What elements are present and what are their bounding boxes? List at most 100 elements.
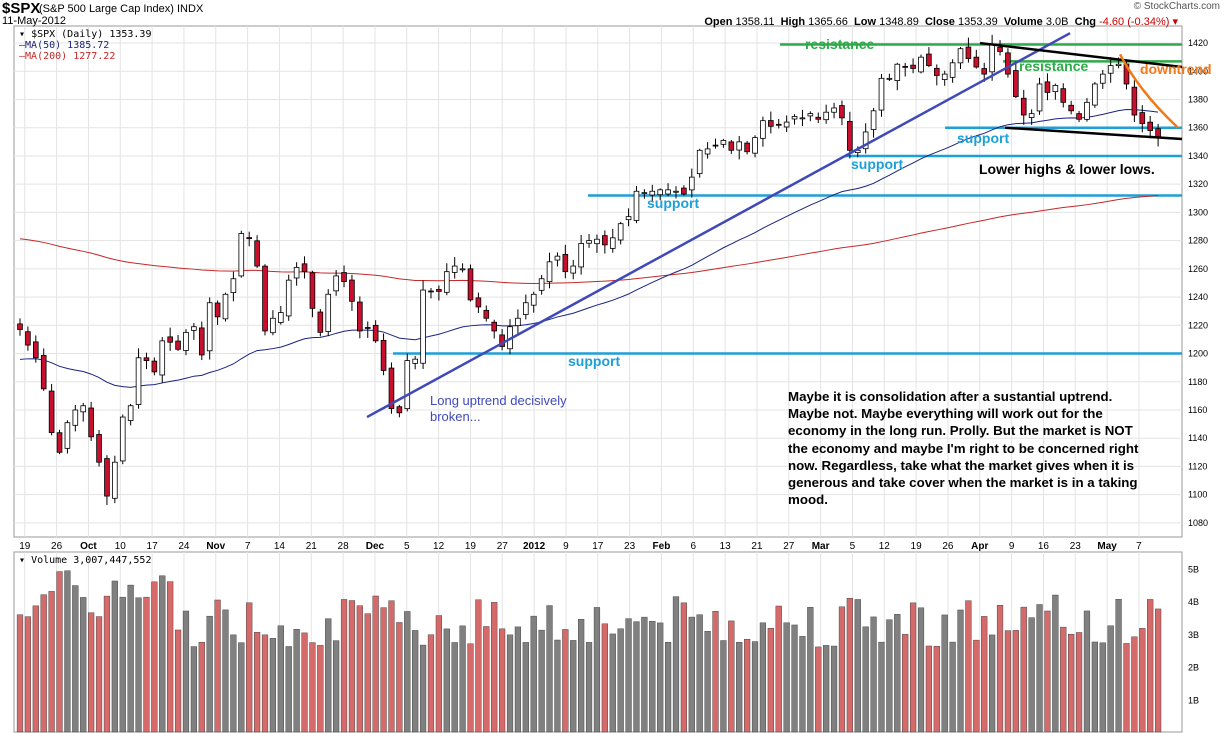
volume-bar (1083, 610, 1091, 733)
volume-bar (1044, 610, 1051, 733)
candles (17, 34, 1161, 505)
price-tick-label: 1380 (1188, 95, 1208, 105)
price-tick-label: 1160 (1188, 405, 1207, 415)
candle-body (459, 268, 466, 271)
candle-body (167, 336, 173, 343)
volume-bars (16, 570, 1162, 733)
candle-body (807, 113, 814, 117)
axes: 1080 1100 1120 1140 1160 1180 1200 1220 1240 1260… (19, 38, 1208, 705)
volume-bar (143, 596, 150, 733)
volume-bar (435, 615, 442, 733)
volume-bar (775, 605, 782, 733)
candle-body (602, 235, 608, 246)
volume-bar (546, 605, 553, 733)
trendlines (366, 32, 1183, 419)
volume-bar (799, 636, 806, 733)
volume-bar (32, 605, 39, 733)
volume-bar (404, 611, 411, 733)
candle-body (665, 189, 671, 195)
price-tick-label: 1260 (1188, 264, 1208, 274)
volume-bar (119, 596, 126, 733)
candle-body (981, 68, 988, 75)
volume-bar (981, 616, 988, 733)
volume-bar (277, 625, 284, 733)
volume-bar (641, 616, 648, 733)
annotation-support-2: support (851, 156, 904, 172)
candle-body (681, 187, 687, 195)
low-value: 1348.89 (879, 16, 919, 28)
candle-body (175, 340, 181, 350)
volume-bar (159, 575, 166, 733)
time-tick-label: Nov (206, 541, 225, 552)
volume-bar (957, 609, 964, 733)
candle-body (325, 293, 332, 332)
time-tick-label: 21 (751, 541, 763, 552)
candle-body (104, 458, 110, 497)
candle-body (728, 141, 735, 151)
volume-bar (1020, 606, 1027, 733)
volume-bar (649, 620, 656, 733)
legend-ma200-text: MA(200) 1277.22 (25, 51, 116, 62)
volume-bar (830, 645, 838, 733)
time-tick-label: 21 (306, 541, 318, 552)
candle-body (799, 117, 806, 120)
time-tick-label: 17 (147, 541, 159, 552)
volume-bar (483, 626, 490, 733)
candle-body (301, 263, 308, 273)
candle-body (349, 279, 355, 302)
candle-body (1044, 81, 1051, 93)
candle-body (183, 331, 189, 351)
candle-body (586, 240, 592, 244)
volume-bar (862, 626, 869, 733)
candle-body (364, 327, 371, 329)
candle-body (88, 407, 94, 438)
candle-body (1131, 86, 1138, 116)
annotation-uptrend-broken: Long uptrend decisively broken... (430, 393, 567, 424)
candle-body (570, 265, 577, 274)
candle-body (254, 240, 260, 267)
candle-body (633, 190, 640, 221)
price-tick-label: 1280 (1188, 236, 1208, 246)
time-tick-label: Feb (653, 541, 671, 552)
chart-menu-icon[interactable]: ▾ (19, 29, 26, 40)
volume-bar (925, 645, 932, 733)
volume-bar (965, 600, 972, 733)
candle-body (886, 77, 893, 80)
volume-bar (514, 626, 522, 733)
volume-bar (941, 614, 948, 733)
volume-bar (103, 595, 111, 733)
candle-body (317, 311, 324, 333)
downtrend-curve (1118, 53, 1179, 129)
legend-ma50-text: MA(50) 1385.72 (25, 40, 110, 51)
volume-bar (1012, 630, 1019, 733)
candle-body (523, 302, 529, 315)
volume-bar (680, 602, 687, 733)
candle-body (420, 289, 426, 364)
volume-menu-icon[interactable]: ▾ (19, 555, 26, 566)
candle-body (1139, 112, 1146, 124)
time-tick-label: 27 (497, 541, 509, 552)
candle-body (839, 105, 845, 119)
annotation-downtrend: downtrend (1140, 61, 1212, 77)
price-tick-label: 1140 (1188, 433, 1207, 443)
volume-bar (340, 599, 348, 733)
volume-bar (1131, 636, 1138, 733)
candle-body (736, 141, 743, 151)
candle-body (483, 309, 490, 319)
volume-bar (751, 641, 759, 733)
candle-body (262, 265, 268, 332)
candle-body (412, 358, 418, 364)
commentary-text: Maybe it is consolidation after a sustan… (788, 389, 1139, 508)
candle-body (831, 107, 837, 113)
candle-body (949, 62, 956, 78)
time-tick-label: 26 (51, 541, 63, 552)
candle-body (40, 354, 47, 390)
candle-body (926, 53, 932, 67)
volume-bar (989, 634, 996, 733)
candle-body (594, 238, 600, 245)
volume-bar (356, 605, 363, 733)
volume-bar (870, 616, 877, 733)
time-tick-label: 14 (274, 541, 286, 552)
volume-bar (333, 640, 340, 733)
volume-bar (1099, 642, 1106, 733)
